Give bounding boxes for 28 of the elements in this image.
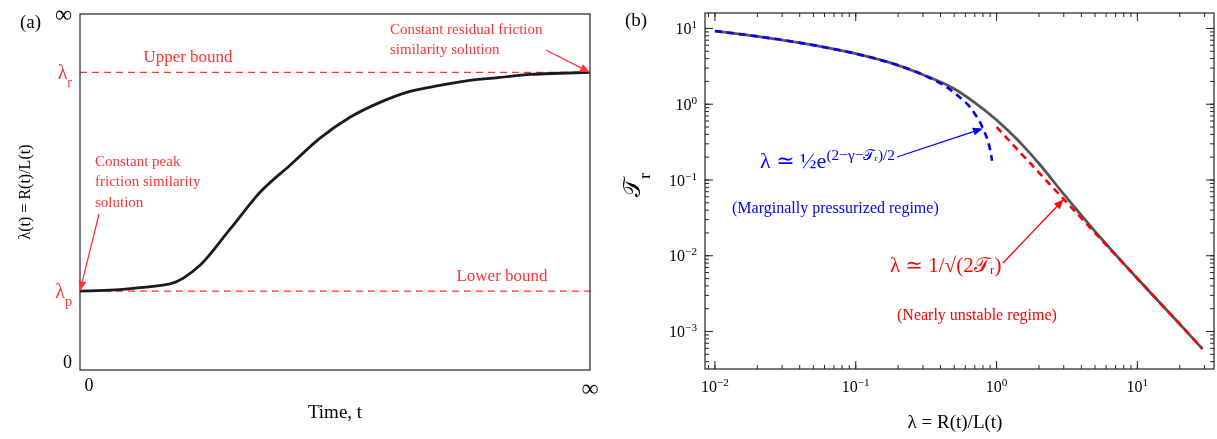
annotation: (Marginally pressurized regime)	[732, 199, 939, 217]
x-axis-title: λ = R(t)/L(t)	[907, 411, 1003, 433]
y-tick-label: 10$^{1}$	[675, 18, 697, 38]
x-tick-label: 10$^{−1}$	[841, 376, 870, 395]
text: 0	[63, 352, 72, 372]
annotation: λ ≃ 1/√(2𝒯ᵣ)	[890, 253, 1002, 277]
x-tick-label: 10$^{−2}$	[700, 376, 729, 395]
ref-line-label: Lower bound	[456, 266, 549, 286]
y-tick-label: 10$^{0}$	[675, 93, 698, 113]
y-axis-title: λ(t) = R(t)/L(t)	[16, 144, 34, 240]
x-tick-label: 10$^{1}$	[1126, 376, 1149, 395]
chart-title: (a)	[20, 11, 42, 33]
y-tick-label: 10$^{−1}$	[669, 169, 697, 189]
annotation: (Nearly unstable regime)	[897, 306, 1057, 324]
x-axis-title: Time, t	[307, 401, 363, 422]
annotation: Constant peak friction similarity solution	[95, 153, 201, 210]
text: ∞	[54, 1, 72, 27]
text: λ$_{p}$	[55, 280, 72, 309]
text: Constant residual friction similarity solution	[390, 21, 543, 58]
chart-title: (b)	[625, 9, 648, 31]
x-tick-label: 10$^{0}$	[985, 376, 1008, 395]
text: ∞	[581, 375, 599, 401]
ref-line-label: Upper bound	[143, 47, 234, 67]
annotation: λ ≃ ½e$^{(2−γ−𝒯ᵣ)/2}$	[760, 145, 895, 173]
y-tick-label: 10$^{−2}$	[669, 245, 697, 265]
text: λ$_{r}$	[57, 61, 73, 90]
text: 0	[84, 375, 94, 395]
y-tick-label: 10$^{−3}$	[669, 321, 698, 341]
